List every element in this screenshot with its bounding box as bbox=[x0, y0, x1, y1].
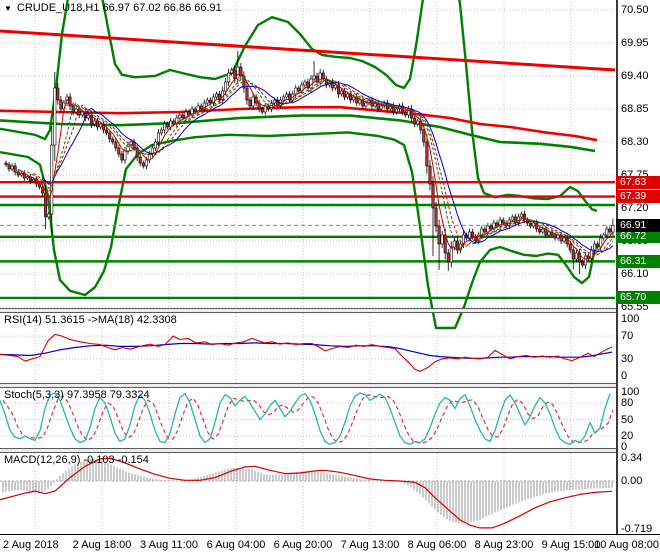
time-axis: 2 Aug 2018 2 Aug 18:00 3 Aug 11:00 6 Aug 04… bbox=[0, 535, 660, 560]
resistance-price-badge: 67.63 bbox=[616, 176, 660, 189]
support-price-badge: 66.31 bbox=[616, 255, 660, 268]
panel-resize-handle[interactable] bbox=[0, 448, 616, 453]
price-tick: 69.40 bbox=[621, 70, 649, 82]
macd-histogram bbox=[2, 458, 613, 524]
stoch-tick: 0 bbox=[621, 441, 628, 453]
support-price-badge: 65.70 bbox=[616, 291, 660, 304]
trendline-resistance bbox=[0, 29, 616, 72]
resistance-price-badge: 67.39 bbox=[616, 190, 660, 203]
chart-canvas[interactable] bbox=[0, 0, 616, 534]
macd-tick: -0.719 bbox=[621, 523, 653, 536]
price-tick: 69.95 bbox=[621, 37, 649, 49]
stoch-tick: 80 bbox=[621, 397, 634, 409]
time-label: 10 Aug 08:00 bbox=[594, 539, 659, 551]
price-tick: 66.10 bbox=[621, 267, 649, 280]
time-label: 6 Aug 04:00 bbox=[206, 539, 266, 551]
chart-title: ▼ CRUDE_U18,H1 66.97 67.02 66.86 66.91 bbox=[4, 2, 222, 14]
stoch-tick: 50 bbox=[621, 413, 634, 426]
stoch-tick: 20 bbox=[621, 430, 634, 442]
rsi-tick: 70 bbox=[621, 330, 634, 343]
macd-tick: 0.00 bbox=[621, 475, 643, 487]
slow-moving-averages bbox=[0, 105, 598, 153]
symbol-ohlc-text: CRUDE_U18,H1 66.97 67.02 66.86 66.91 bbox=[16, 2, 222, 14]
rsi-tick: 30 bbox=[621, 352, 634, 365]
panel-resize-handle[interactable] bbox=[0, 308, 616, 313]
current-price-badge: 66.91 bbox=[616, 219, 660, 232]
stochastic-indicator-label: Stoch(5,3,3) 97.3958 79.3324 bbox=[4, 389, 150, 401]
time-label: 6 Aug 20:00 bbox=[273, 539, 333, 551]
support-price-badge: 66.72 bbox=[616, 230, 660, 243]
time-label: 9 Aug 15:00 bbox=[541, 539, 601, 551]
time-axis-border bbox=[0, 534, 660, 535]
symbol-dropdown-icon[interactable]: ▼ bbox=[4, 3, 12, 13]
chart-panels: ▼ CRUDE_U18,H1 66.97 67.02 66.86 66.91 R… bbox=[0, 0, 616, 534]
stoch-tick: 100 bbox=[621, 386, 640, 398]
rsi-tick: 100 bbox=[621, 313, 640, 325]
candlesticks bbox=[4, 50, 615, 274]
stochastic-lines bbox=[0, 392, 614, 445]
panel-resize-handle[interactable] bbox=[0, 383, 616, 388]
fast-moving-averages bbox=[17, 72, 614, 260]
macd-indicator-label: MACD(12,26,9) -0.103 -0.154 bbox=[4, 454, 149, 466]
macd-signal-line bbox=[0, 457, 613, 529]
price-tick: 68.30 bbox=[621, 136, 649, 148]
macd-tick: 0.34 bbox=[621, 452, 643, 465]
time-label: 3 Aug 11:00 bbox=[140, 539, 198, 551]
price-axis: 70.5069.9569.4068.8568.3067.7567.2066.65… bbox=[616, 0, 660, 536]
time-label: 8 Aug 06:00 bbox=[407, 539, 467, 551]
bollinger-bands bbox=[0, 0, 599, 330]
time-label: 2 Aug 2018 bbox=[3, 539, 59, 551]
rsi-indicator-label: RSI(14) 51.3615 ->MA(18) 42.3308 bbox=[4, 314, 177, 326]
horizontal-levels bbox=[0, 180, 615, 300]
rsi-lines bbox=[0, 333, 613, 372]
time-label: 2 Aug 18:00 bbox=[72, 539, 132, 551]
price-tick: 68.85 bbox=[621, 103, 649, 115]
price-tick: 70.50 bbox=[621, 4, 649, 17]
price-tick: 67.20 bbox=[621, 201, 649, 214]
rsi-tick: 0 bbox=[621, 370, 628, 382]
time-label: 8 Aug 23:00 bbox=[474, 539, 534, 551]
time-label: 7 Aug 13:00 bbox=[340, 539, 400, 551]
